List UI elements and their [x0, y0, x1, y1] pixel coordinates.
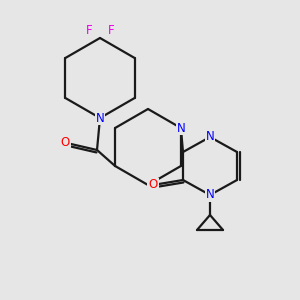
Text: N: N: [96, 112, 104, 124]
Text: F: F: [108, 25, 114, 38]
Text: O: O: [60, 136, 70, 149]
Text: N: N: [176, 122, 185, 134]
Text: O: O: [148, 178, 158, 191]
Text: N: N: [206, 188, 214, 202]
Text: N: N: [206, 130, 214, 143]
Text: F: F: [86, 25, 92, 38]
